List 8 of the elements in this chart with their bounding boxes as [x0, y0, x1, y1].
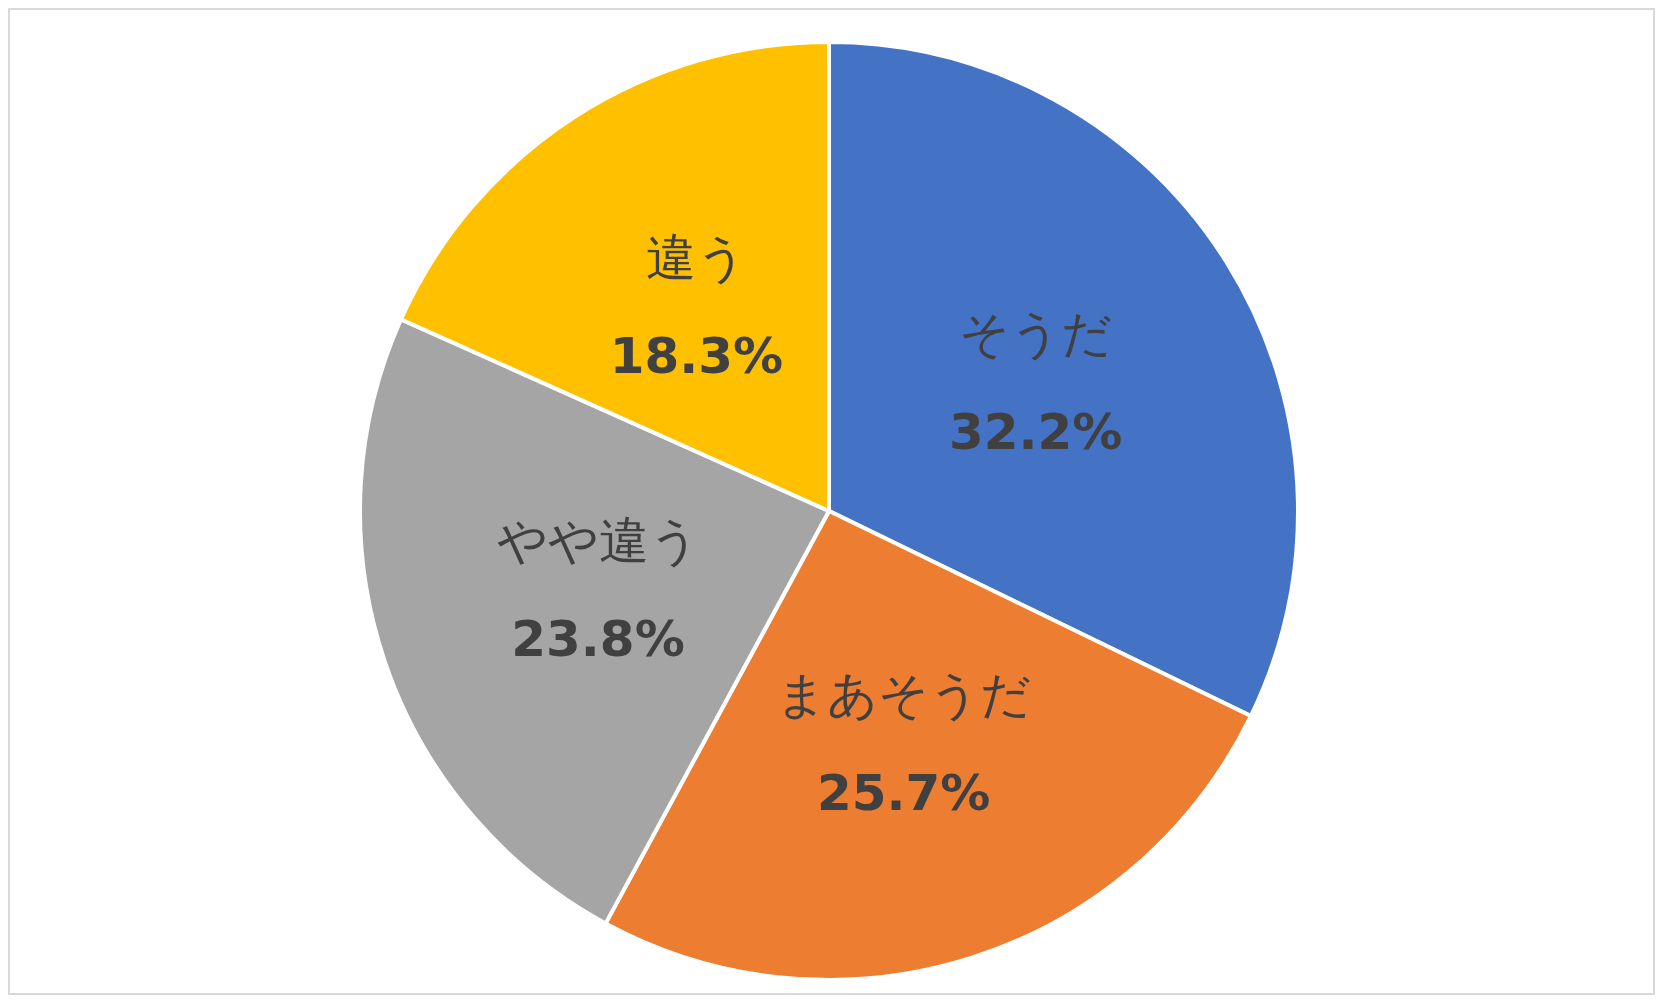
data-label: 23.8% — [511, 610, 685, 669]
slice-label: まあそうだ — [776, 666, 1032, 725]
data-label: 32.2% — [949, 402, 1123, 461]
data-label: 18.3% — [609, 327, 784, 386]
slice-label: 違う — [645, 229, 747, 288]
slice-label: そうだ — [959, 304, 1113, 363]
slice-label: やや違う — [496, 512, 700, 571]
data-label: 25.7% — [816, 764, 991, 823]
